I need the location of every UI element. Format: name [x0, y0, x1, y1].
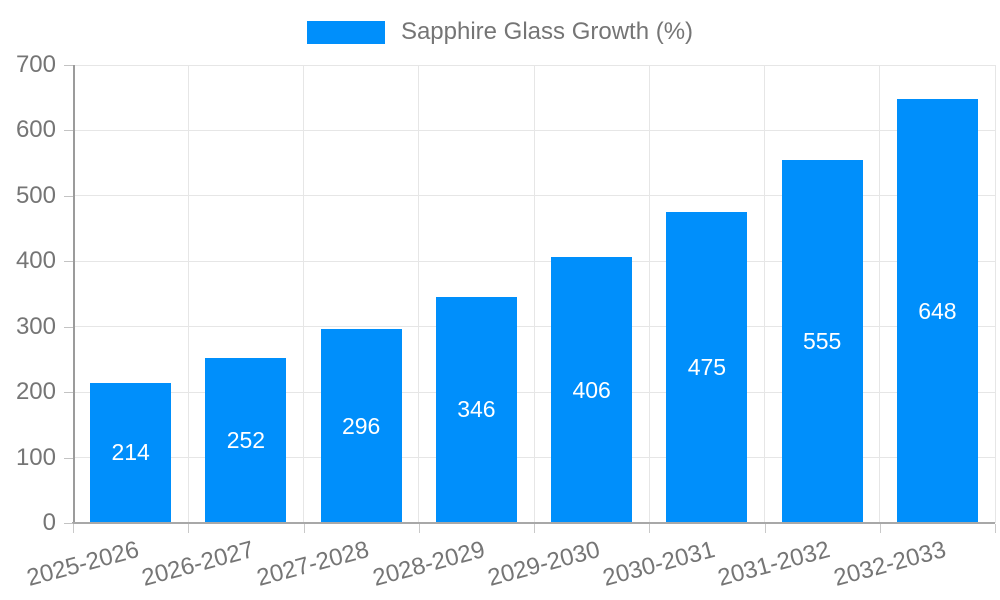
x-tick	[303, 524, 305, 533]
bar-value-label: 406	[572, 376, 611, 403]
bar-value-label: 296	[341, 412, 381, 439]
x-tick	[995, 524, 996, 533]
x-axis-tick-label: 2031-2032	[715, 536, 834, 592]
y-tick	[64, 326, 73, 328]
x-tick	[764, 524, 766, 533]
x-axis-tick-label: 2029-2030	[484, 536, 603, 592]
y-axis-tick-label: 400	[15, 247, 56, 275]
y-axis-tick-label: 700	[15, 51, 56, 78]
y-axis-tick-label: 600	[15, 116, 56, 144]
y-axis-tick-label: 0	[42, 509, 56, 536]
x-axis-tick-label: 2030-2031	[600, 536, 718, 592]
v-gridline	[533, 65, 535, 523]
v-gridline	[994, 65, 996, 523]
y-tick	[64, 130, 73, 132]
x-axis-tick-label: 2032-2033	[830, 536, 949, 592]
v-gridline	[303, 65, 304, 523]
bar-value-label: 648	[918, 297, 957, 324]
y-axis-tick-label: 300	[15, 312, 56, 340]
x-tick	[188, 524, 190, 533]
x-axis-tick-label: 2026-2027	[139, 536, 257, 592]
bar-2028-2029[interactable]: 346	[435, 296, 517, 523]
bar-value-label: 252	[226, 427, 266, 454]
v-gridline	[187, 65, 189, 523]
bar-2029-2030[interactable]: 406	[551, 257, 633, 523]
x-axis-line	[72, 522, 995, 524]
bar-2032-2033[interactable]: 648	[896, 99, 978, 523]
bar-2025-2026[interactable]: 214	[90, 382, 172, 523]
v-gridline	[879, 65, 881, 523]
y-tick	[64, 523, 73, 524]
x-tick	[73, 524, 74, 533]
v-gridline	[418, 65, 420, 523]
y-axis-tick-label: 200	[15, 378, 56, 406]
y-tick	[64, 195, 73, 197]
x-tick	[418, 524, 420, 533]
bar-2031-2032[interactable]: 555	[781, 159, 863, 523]
plot-area: 214 252 296 346 406 475 555 648	[72, 64, 996, 524]
bar-value-label: 214	[111, 439, 150, 466]
bar-value-label: 346	[457, 396, 496, 423]
y-tick	[64, 65, 73, 66]
x-tick	[879, 524, 881, 533]
x-tick	[649, 524, 651, 533]
bar-value-label: 475	[687, 354, 727, 381]
y-tick	[64, 261, 73, 263]
x-axis-tick-label: 2025-2026	[23, 536, 142, 592]
y-tick	[64, 457, 73, 459]
y-tick	[64, 392, 73, 394]
legend-marker	[306, 20, 385, 44]
x-axis-tick-label: 2028-2029	[369, 536, 488, 592]
v-gridline	[648, 65, 650, 523]
legend-label: Sapphire Glass Growth (%)	[400, 18, 694, 45]
bar-2027-2028[interactable]: 296	[320, 329, 402, 523]
x-axis-tick-label: 2027-2028	[254, 536, 373, 592]
v-gridline	[764, 65, 765, 523]
bar-value-label: 555	[802, 327, 842, 354]
bar-2030-2031[interactable]: 475	[666, 212, 748, 523]
x-tick	[534, 524, 535, 533]
bar-2026-2027[interactable]: 252	[205, 358, 287, 523]
y-axis-tick-label: 100	[15, 443, 56, 471]
y-axis-tick-label: 500	[15, 181, 56, 209]
legend-item[interactable]: Sapphire Glass Growth (%)	[0, 16, 1000, 48]
y-axis-line	[73, 65, 75, 523]
